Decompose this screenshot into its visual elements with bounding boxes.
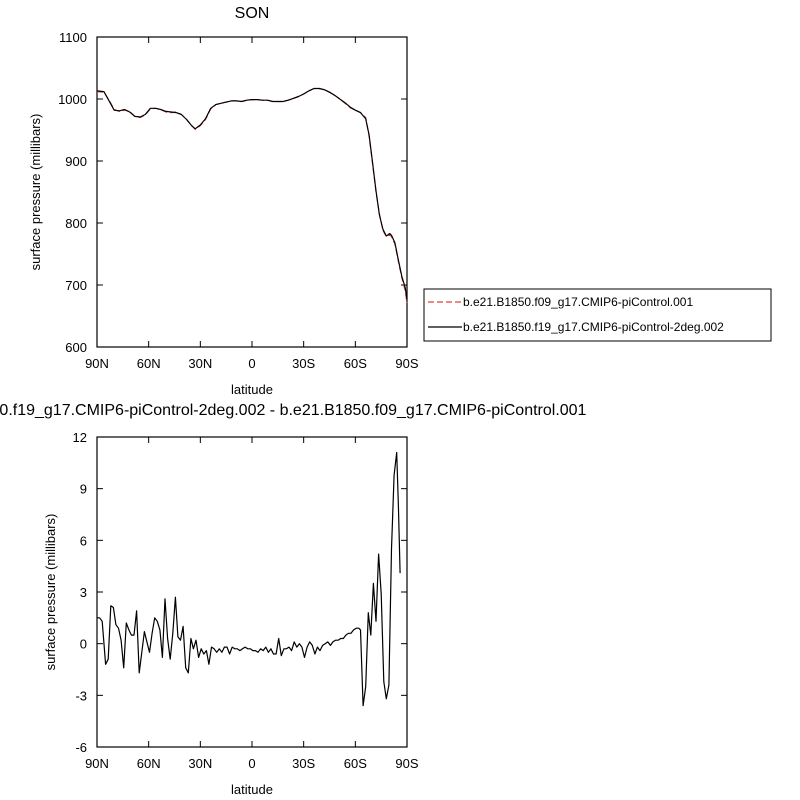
series-line-2: [96, 87, 408, 300]
legend-entry-series-1: b.e21.B1850.f09_g17.CMIP6-piControl.001: [463, 295, 693, 309]
x-tick-label: 30S: [292, 756, 315, 771]
y-axis-ticks: 600 700 800 900 1000 1100: [58, 30, 407, 355]
y-tick-label: 0: [80, 637, 87, 652]
y-tick-label: 9: [80, 482, 87, 497]
series-line-1: [97, 451, 401, 707]
y-tick-label: 6: [80, 533, 87, 548]
legend-entry-series-2: b.e21.B1850.f19_g17.CMIP6-piControl-2deg…: [463, 320, 724, 334]
y-axis-label: surface pressure (millibars): [43, 514, 58, 671]
series-line-1: [96, 87, 408, 304]
chart-title: SON: [235, 5, 270, 22]
series-lines: [97, 451, 401, 707]
series-lines: [96, 87, 408, 304]
x-tick-label: 90S: [395, 756, 418, 771]
x-tick-label: 30N: [188, 756, 212, 771]
x-axis-label: latitude: [231, 382, 273, 397]
y-tick-label: -6: [75, 740, 87, 755]
legend: b.e21.B1850.f09_g17.CMIP6-piControl.001 …: [423, 288, 772, 342]
legend-box: [423, 288, 772, 342]
x-axis-label: latitude: [231, 782, 273, 797]
x-tick-label: 60N: [137, 356, 161, 371]
y-tick-label: -3: [75, 688, 87, 703]
plot-frame: [96, 436, 408, 748]
y-tick-label: 3: [80, 585, 87, 600]
y-tick-label: 12: [73, 430, 87, 445]
x-axis-ticks: 90N 60N 30N 0 30S 60S 90S: [85, 37, 419, 371]
y-tick-label: 600: [65, 340, 87, 355]
x-tick-label: 0: [248, 756, 255, 771]
chart-difference-surface-pressure: b.e21.B1850.f19_g17.CMIP6-piControl-2deg…: [0, 402, 587, 797]
x-tick-label: 60S: [344, 756, 367, 771]
x-tick-label: 60S: [344, 356, 367, 371]
chart-seasonal-surface-pressure: SON 90N 60N 30N 0 30S 60S 90S 600 700 800 900 1000…: [28, 5, 772, 397]
x-tick-label: 90N: [85, 756, 109, 771]
y-tick-label: 800: [65, 216, 87, 231]
x-tick-label: 90S: [395, 356, 418, 371]
y-tick-label: 900: [65, 154, 87, 169]
x-tick-label: 60N: [137, 756, 161, 771]
y-tick-label: 1000: [58, 92, 87, 107]
plot-frame: [96, 36, 408, 348]
x-tick-label: 30N: [188, 356, 212, 371]
x-axis-ticks: 90N 60N 30N 0 30S 60S 90S: [85, 437, 419, 771]
x-tick-label: 30S: [292, 356, 315, 371]
y-axis-ticks: -6 -3 0 3 6 9 12: [73, 430, 407, 755]
y-axis-label: surface pressure (millibars): [28, 114, 43, 271]
y-tick-label: 700: [65, 278, 87, 293]
x-tick-label: 0: [248, 356, 255, 371]
chart-title: b.e21.B1850.f19_g17.CMIP6-piControl-2deg…: [0, 402, 587, 419]
y-tick-label: 1100: [59, 30, 87, 45]
x-tick-label: 90N: [85, 356, 109, 371]
